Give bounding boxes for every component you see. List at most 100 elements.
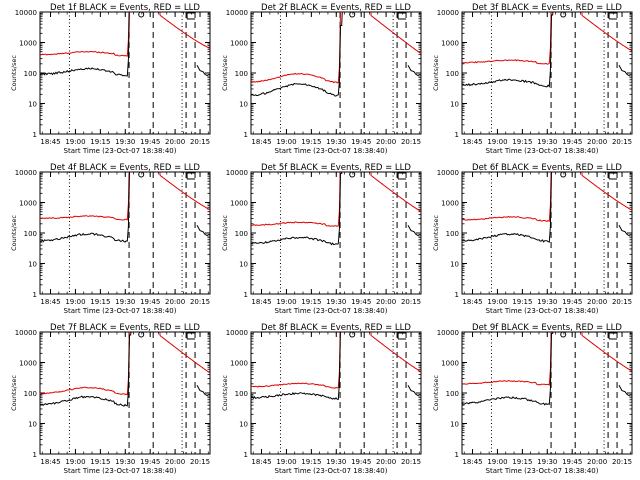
x-tick-label: 18:45 <box>40 458 60 466</box>
x-tick-label: 19:00 <box>65 458 85 466</box>
x-tick-label: 20:00 <box>587 138 607 146</box>
events-series-line <box>40 12 209 77</box>
detector-panel <box>39 171 211 295</box>
x-tick-label: 19:30 <box>115 298 135 306</box>
detector-panel <box>461 331 633 455</box>
x-tick-label: 19:00 <box>487 458 507 466</box>
y-tick-label: 100 <box>24 230 37 238</box>
y-tick-label: 1000 <box>441 360 459 368</box>
detector-panel <box>250 11 422 135</box>
x-tick-label: 19:15 <box>90 298 110 306</box>
lld-series-line <box>251 172 421 227</box>
y-tick-label: 1 <box>455 291 459 299</box>
lld-series-line <box>40 12 210 57</box>
x-tick-label: 19:45 <box>351 458 371 466</box>
x-tick-label: 20:00 <box>587 458 607 466</box>
y-tick-label: 1 <box>455 451 459 459</box>
y-axis-label: Counts/sec <box>10 375 18 411</box>
detector-panel <box>250 331 422 455</box>
x-tick-label: 18:45 <box>462 138 482 146</box>
panel-title: Det 3f BLACK = Events, RED = LLD <box>472 3 622 13</box>
y-tick-label: 100 <box>235 230 248 238</box>
x-tick-label: 18:45 <box>40 138 60 146</box>
events-series-line <box>251 12 420 97</box>
bracket-marker <box>608 172 618 180</box>
saa-circle-marker <box>138 11 145 18</box>
lld-series-line <box>462 172 632 223</box>
x-tick-label: 20:15 <box>612 458 632 466</box>
x-tick-label: 19:45 <box>351 138 371 146</box>
bracket-marker <box>608 12 618 20</box>
y-tick-label: 1 <box>33 451 37 459</box>
y-tick-label: 10 <box>28 261 37 269</box>
x-tick-label: 20:00 <box>376 458 396 466</box>
x-tick-label: 18:45 <box>40 298 60 306</box>
plot-frame <box>250 331 422 455</box>
x-tick-label: 19:45 <box>562 298 582 306</box>
saa-circle-marker <box>349 331 356 338</box>
x-tick-label: 19:45 <box>140 458 160 466</box>
x-tick-label: 20:00 <box>376 298 396 306</box>
lld-series-line <box>251 12 421 84</box>
y-tick-label: 10 <box>239 421 248 429</box>
y-axis-label: Counts/sec <box>221 375 229 411</box>
x-tick-label: 19:00 <box>276 138 296 146</box>
x-tick-label: 20:15 <box>190 458 210 466</box>
x-axis-label: Start Time (23-Oct-07 18:38:40) <box>275 307 388 315</box>
y-tick-label: 100 <box>24 70 37 78</box>
events-series-line <box>251 332 420 400</box>
y-tick-label: 10000 <box>226 9 248 17</box>
y-tick-label: 10000 <box>437 169 459 177</box>
lld-series-line <box>40 172 210 221</box>
x-tick-label: 19:30 <box>115 458 135 466</box>
plot-frame <box>461 11 633 135</box>
y-axis-label: Counts/sec <box>432 55 440 91</box>
x-axis-label: Start Time (23-Oct-07 18:38:40) <box>64 307 177 315</box>
x-tick-label: 19:45 <box>351 298 371 306</box>
x-tick-label: 18:45 <box>462 458 482 466</box>
panel-title: Det 8f BLACK = Events, RED = LLD <box>261 323 411 333</box>
y-tick-label: 1000 <box>441 200 459 208</box>
y-axis-label: Counts/sec <box>221 55 229 91</box>
x-tick-label: 19:15 <box>90 138 110 146</box>
x-tick-label: 20:15 <box>190 138 210 146</box>
x-tick-label: 19:30 <box>326 138 346 146</box>
y-tick-label: 10000 <box>15 329 37 337</box>
x-axis-label: Start Time (23-Oct-07 18:38:40) <box>275 467 388 475</box>
events-series-line <box>462 332 631 406</box>
plot-frame <box>250 171 422 295</box>
x-tick-label: 18:45 <box>251 458 271 466</box>
x-tick-label: 20:00 <box>376 138 396 146</box>
detector-panel <box>39 331 211 455</box>
x-tick-label: 19:30 <box>326 298 346 306</box>
bracket-marker <box>186 172 196 180</box>
plot-frame <box>461 331 633 455</box>
y-tick-label: 1 <box>33 131 37 139</box>
x-tick-label: 20:15 <box>612 298 632 306</box>
x-tick-label: 19:30 <box>537 138 557 146</box>
detector-panel <box>250 171 422 295</box>
x-tick-label: 19:00 <box>65 298 85 306</box>
detector-panel <box>461 171 633 295</box>
y-tick-label: 1000 <box>230 360 248 368</box>
panel-title: Det 5f BLACK = Events, RED = LLD <box>261 163 411 173</box>
lld-series-line <box>462 12 632 65</box>
x-tick-label: 19:45 <box>140 298 160 306</box>
x-tick-label: 19:45 <box>140 138 160 146</box>
saa-circle-marker <box>560 171 567 178</box>
y-tick-label: 10000 <box>15 169 37 177</box>
events-series-line <box>462 172 631 243</box>
events-series-line <box>251 172 420 246</box>
events-series-line <box>462 12 631 88</box>
x-axis-label: Start Time (23-Oct-07 18:38:40) <box>486 467 599 475</box>
panel-title: Det 9f BLACK = Events, RED = LLD <box>472 323 622 333</box>
bracket-marker <box>186 12 196 20</box>
bracket-marker <box>397 332 407 340</box>
y-axis-label: Counts/sec <box>221 215 229 251</box>
x-tick-label: 19:00 <box>65 138 85 146</box>
saa-circle-marker <box>138 171 145 178</box>
bracket-marker <box>397 12 407 20</box>
y-axis-label: Counts/sec <box>432 375 440 411</box>
saa-circle-marker <box>138 331 145 338</box>
